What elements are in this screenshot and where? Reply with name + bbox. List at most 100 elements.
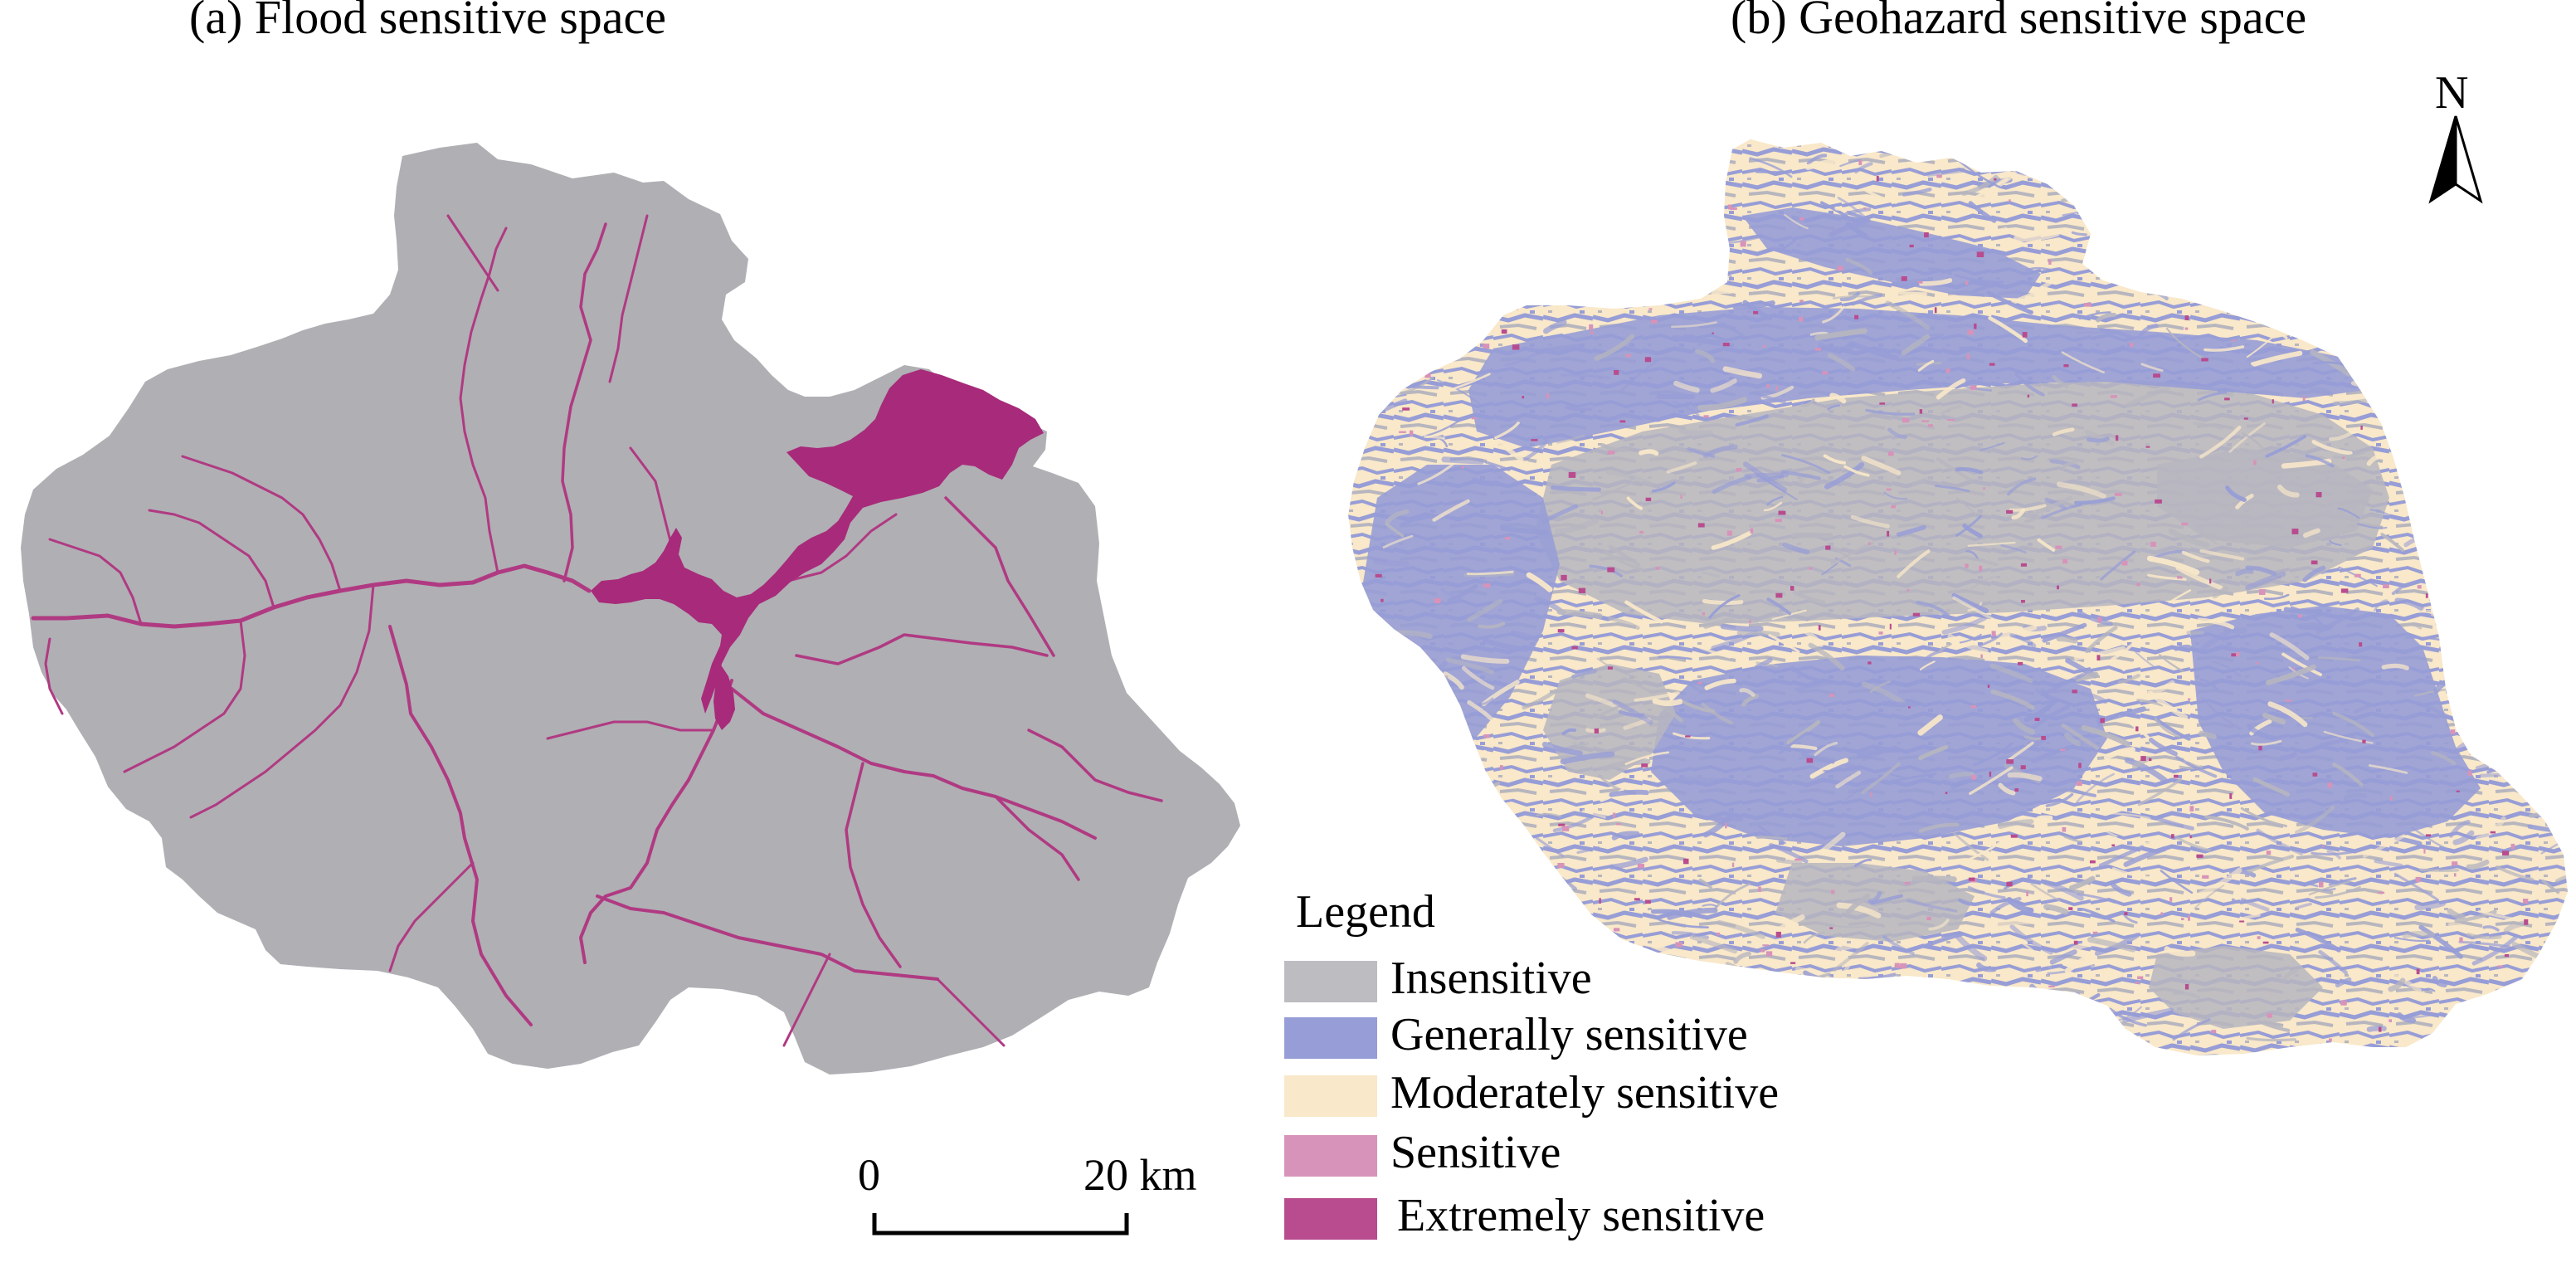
geohazard-sensitive-speckle: [1550, 198, 1554, 202]
geohazard-texture-stroke: [1382, 696, 1408, 711]
geohazard-texture-stroke: [1364, 624, 1398, 642]
geohazard-sensitive-speckle: [2490, 831, 2496, 834]
geohazard-texture-stroke: [2427, 420, 2457, 441]
geohazard-texture-stroke: [1755, 836, 1788, 841]
geohazard-sensitive-speckle: [1989, 771, 1992, 777]
geohazard-texture-stroke: [1689, 934, 1738, 954]
geohazard-texture-stroke: [2525, 769, 2552, 782]
geohazard-sensitive-speckle: [2407, 453, 2415, 456]
geohazard-texture-stroke: [1697, 397, 1747, 411]
geohazard-texture-stroke: [1457, 792, 1478, 803]
geohazard-sensitive-speckle: [2470, 478, 2475, 484]
geohazard-texture-stroke: [1461, 665, 1495, 690]
geohazard-texture-stroke: [1407, 674, 1453, 687]
geohazard-texture-stroke: [1749, 157, 1793, 178]
geohazard-texture-stroke: [1400, 514, 1434, 527]
geohazard-texture-stroke: [2038, 276, 2060, 291]
geohazard-texture-stroke: [1848, 340, 1900, 361]
geohazard-texture-stroke: [1962, 523, 1983, 539]
geohazard-texture-stroke: [2105, 344, 2126, 354]
geohazard-texture-stroke: [2049, 949, 2077, 965]
geohazard-texture-stroke: [2224, 185, 2272, 208]
geohazard-texture-stroke: [2302, 565, 2326, 582]
geohazard-sensitive-speckle: [1501, 329, 1507, 334]
geohazard-sensitive-speckle: [2379, 1026, 2382, 1032]
geohazard-texture-stroke: [1822, 305, 1845, 324]
geohazard-sensitive-speckle: [2502, 851, 2510, 855]
geohazard-texture-stroke: [2064, 950, 2096, 973]
geohazard-sensitive-speckle: [2137, 976, 2144, 980]
geohazard-texture-stroke: [1808, 642, 1845, 671]
geohazard-texture-stroke: [1701, 260, 1732, 278]
geohazard-texture-stroke: [1400, 699, 1419, 713]
geohazard-texture-stroke: [1736, 630, 1780, 637]
geohazard-texture-stroke: [1954, 274, 2004, 284]
geohazard-sensitive-speckle: [1945, 792, 1948, 795]
geohazard-sensitive-speckle: [1607, 666, 1613, 670]
geohazard-texture-stroke: [2140, 141, 2186, 173]
geohazard-sensitive-speckle: [2389, 1019, 2392, 1022]
geohazard-sensitive-speckle: [1362, 338, 1367, 340]
geohazard-texture-stroke: [1948, 771, 1975, 779]
geohazard-texture-stroke: [1865, 408, 1916, 416]
geohazard-sensitive-speckle: [2258, 745, 2262, 751]
flood-river-trib-9: [1027, 729, 1163, 802]
geohazard-texture-stroke: [2016, 938, 2053, 969]
geohazard-sensitive-speckle: [2456, 790, 2460, 792]
geohazard-sensitive-speckle: [1366, 291, 1373, 296]
geohazard-texture-stroke: [1801, 753, 1835, 764]
geohazard-texture-stroke: [1733, 951, 1751, 964]
geohazard-texture-stroke: [1744, 472, 1790, 479]
geohazard-sensitive-speckle: [2139, 286, 2147, 292]
geohazard-texture-stroke: [2289, 172, 2329, 202]
geohazard-texture-stroke: [2335, 977, 2352, 988]
geohazard-texture-stroke: [1938, 642, 1952, 653]
geohazard-sensitive-speckle: [2188, 915, 2190, 921]
geohazard-texture-stroke: [1923, 981, 1965, 987]
geohazard-texture-stroke: [1821, 563, 1838, 576]
geohazard-texture-stroke: [1895, 277, 1931, 286]
geohazard-texture-stroke: [1556, 608, 1603, 620]
geohazard-sensitive-speckle: [2135, 982, 2140, 984]
geohazard-texture-stroke: [2150, 815, 2194, 831]
geohazard-texture-stroke: [2466, 933, 2502, 940]
geohazard-texture-stroke: [2035, 963, 2063, 972]
geohazard-texture-stroke: [2240, 807, 2288, 827]
geohazard-texture-stroke: [1827, 353, 1856, 372]
geohazard-sensitive-speckle: [2203, 174, 2212, 179]
geohazard-texture-stroke: [1417, 298, 1447, 321]
geohazard-texture-stroke: [2290, 606, 2323, 626]
geohazard-texture-stroke: [2198, 629, 2232, 654]
geohazard-sensitive-speckle: [2181, 522, 2189, 526]
geohazard-sensitive-speckle: [1625, 353, 1632, 358]
geohazard-sensitive-speckle: [2129, 343, 2134, 347]
geohazard-sensitive-speckle: [2427, 373, 2433, 376]
geohazard-texture-stroke: [2035, 815, 2053, 821]
geohazard-sensitive-speckle: [2461, 331, 2464, 335]
geohazard-sensitive-speckle: [1483, 734, 1490, 738]
geohazard-texture-stroke: [1605, 470, 1654, 487]
geohazard-texture-stroke: [1702, 598, 1744, 606]
geohazard-sensitive-speckle: [2502, 447, 2508, 451]
geohazard-texture-stroke: [1708, 594, 1741, 619]
geohazard-texture-stroke: [2340, 222, 2392, 231]
geohazard-sensitive-speckle: [1386, 699, 1392, 702]
geohazard-texture-stroke: [2466, 859, 2490, 870]
geohazard-sensitive-speckle: [1987, 685, 1990, 688]
geohazard-texture-stroke: [2337, 507, 2360, 519]
geohazard-sensitive-speckle: [1749, 619, 1751, 624]
geohazard-texture-stroke: [2180, 181, 2227, 205]
geohazard-texture-stroke: [2197, 617, 2235, 630]
geohazard-texture-stroke: [2315, 607, 2360, 635]
geohazard-texture-stroke: [2393, 872, 2439, 901]
geohazard-texture-stroke: [2251, 739, 2282, 746]
geohazard-sensitive-speckle: [1658, 227, 1661, 231]
geohazard-sensitive-speckle: [2116, 435, 2119, 441]
geohazard-texture-stroke: [2100, 550, 2136, 581]
geohazard-texture-stroke: [2042, 880, 2084, 901]
geohazard-sensitive-speckle: [1614, 928, 1620, 932]
geohazard-texture-stroke: [2460, 575, 2502, 597]
geohazard-sensitive-speckle: [2257, 936, 2261, 939]
geohazard-sensitive-speckle: [2430, 394, 2436, 399]
geohazard-texture-stroke: [1424, 220, 1447, 230]
